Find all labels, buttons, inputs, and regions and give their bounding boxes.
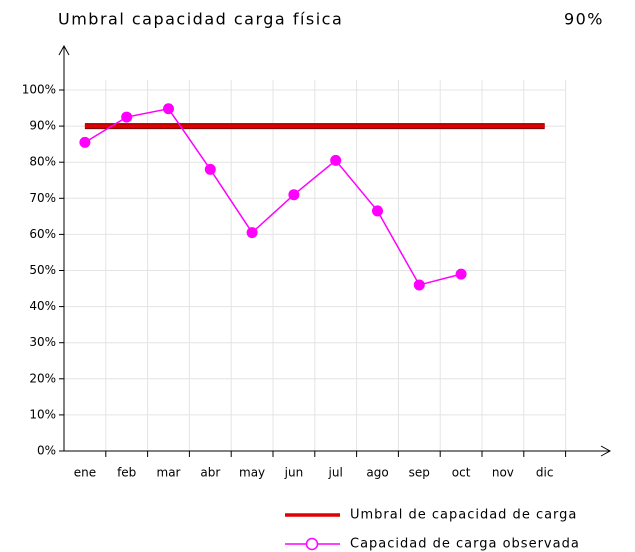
marker (204, 163, 216, 175)
x-tick-label: jul (328, 466, 343, 480)
x-tick-label: nov (492, 466, 514, 480)
x-tick-label: may (239, 466, 265, 480)
y-tick-label: 70% (29, 191, 56, 205)
legend-marker (305, 537, 319, 551)
x-tick-label: dic (536, 466, 554, 480)
marker (246, 227, 258, 239)
marker (455, 268, 467, 280)
marker (79, 136, 91, 148)
x-tick-label: mar (157, 466, 181, 480)
y-tick-label: 20% (29, 371, 56, 385)
y-tick-label: 90% (29, 119, 56, 133)
marker (288, 189, 300, 201)
y-tick-label: 60% (29, 227, 56, 241)
legend-label: Umbral de capacidad de carga (350, 508, 577, 523)
y-axis-arrow (58, 44, 70, 56)
y-tick-label: 80% (29, 155, 56, 169)
y-tick-label: 40% (29, 299, 56, 313)
marker (413, 279, 425, 291)
y-tick-label: 0% (37, 444, 56, 458)
marker (121, 111, 133, 123)
y-tick-label: 50% (29, 263, 56, 277)
x-tick-label: ago (366, 466, 388, 480)
x-tick-label: feb (117, 466, 136, 480)
marker (372, 205, 383, 217)
y-tick-label: 30% (29, 335, 56, 349)
x-tick-label: ene (74, 466, 96, 480)
y-tick-label: 100% (22, 83, 56, 97)
legend-label: Capacidad de carga observada (350, 537, 580, 552)
y-tick-label: 10% (29, 407, 56, 421)
marker (163, 103, 174, 115)
x-tick-label: abr (200, 466, 220, 480)
x-tick-label: oct (452, 466, 471, 480)
x-tick-label: sep (409, 466, 430, 480)
marker (330, 154, 342, 166)
series-line (84, 107, 462, 286)
annotation: 90% (564, 10, 604, 29)
x-axis-arrow (600, 445, 612, 457)
chart-title: Umbral capacidad carga física (58, 10, 343, 29)
x-tick-label: jun (284, 466, 304, 480)
